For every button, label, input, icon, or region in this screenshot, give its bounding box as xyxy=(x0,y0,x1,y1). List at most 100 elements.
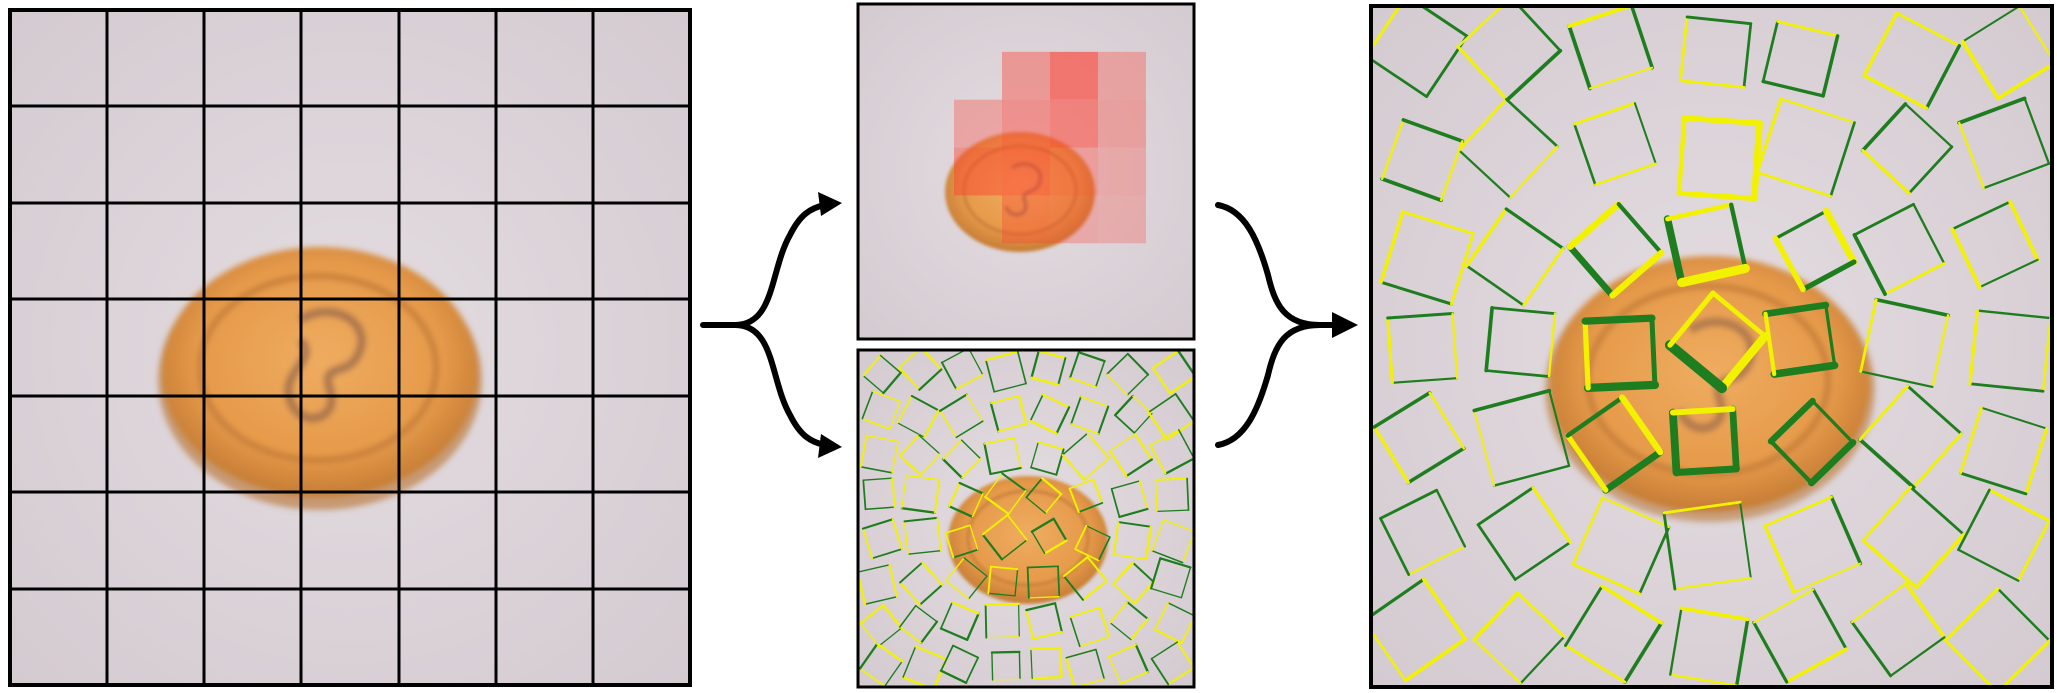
edge-square xyxy=(938,393,984,439)
edge-square xyxy=(1484,305,1557,378)
edge-square xyxy=(1763,495,1863,595)
heat-cell xyxy=(1050,147,1098,196)
input-image-panel xyxy=(8,8,692,687)
edge-square xyxy=(1472,591,1566,685)
edge-square xyxy=(984,472,1027,516)
edge-square xyxy=(1564,584,1664,684)
edge-square xyxy=(1573,101,1657,186)
heat-cell xyxy=(954,99,1002,148)
heat-cells xyxy=(954,51,1146,244)
edge-square xyxy=(1664,290,1770,394)
edge-square xyxy=(990,650,1021,681)
edge-square xyxy=(1106,352,1150,396)
edge-square xyxy=(1852,202,1946,296)
edge-square xyxy=(1761,20,1840,98)
edge-square xyxy=(1062,556,1108,601)
edge-square xyxy=(981,513,1028,561)
edge-square xyxy=(1030,441,1065,476)
edge-square xyxy=(1566,200,1665,299)
edge-square xyxy=(1025,602,1063,640)
edge-square xyxy=(939,644,979,684)
edge-square xyxy=(1662,500,1752,591)
edge-square xyxy=(1113,394,1153,434)
patch-edge-squares xyxy=(858,350,1194,687)
emblem-icon xyxy=(1004,162,1043,217)
edge-square xyxy=(1029,646,1063,680)
edge-square xyxy=(1149,429,1194,475)
edge-square xyxy=(1030,350,1067,387)
edge-square xyxy=(944,524,979,559)
edge-square xyxy=(1107,643,1149,685)
heatmap-panel xyxy=(856,2,1196,341)
edge-square xyxy=(1379,210,1475,306)
heat-cell xyxy=(1098,99,1146,148)
output-panel xyxy=(1369,4,2054,689)
edge-square xyxy=(1112,561,1156,605)
edge-square xyxy=(1752,588,1849,684)
edge-square xyxy=(859,604,903,647)
edge-square xyxy=(1767,397,1857,487)
edge-square xyxy=(1029,393,1071,435)
edge-square xyxy=(984,602,1020,639)
edge-square xyxy=(1150,641,1194,686)
split-arrow xyxy=(700,192,842,458)
edge-square xyxy=(1476,486,1572,581)
edge-square xyxy=(1944,587,2052,687)
edge-square xyxy=(1025,477,1063,514)
edge-square xyxy=(1957,488,2051,583)
edge-square xyxy=(1668,405,1740,477)
edge-square xyxy=(1850,581,1947,678)
edge-square xyxy=(903,516,942,556)
edge-square xyxy=(941,439,982,479)
heat-cell xyxy=(1098,147,1146,196)
edge-square xyxy=(858,642,904,687)
edge-square xyxy=(861,518,903,560)
edge-square xyxy=(945,557,988,600)
edge-square xyxy=(900,474,941,514)
edge-square xyxy=(861,390,901,430)
edge-square xyxy=(1068,478,1104,514)
heat-cell xyxy=(1002,147,1050,196)
edge-square xyxy=(859,434,899,474)
edge-square xyxy=(898,561,944,606)
edge-square xyxy=(1070,395,1110,435)
heat-cell xyxy=(1098,51,1146,100)
edge-square xyxy=(1472,388,1571,487)
edge-square xyxy=(896,394,940,439)
heat-cell xyxy=(1002,195,1050,244)
heatmap-frame xyxy=(856,2,1196,341)
edge-square xyxy=(898,434,941,476)
edge-square xyxy=(1571,496,1671,596)
edge-square xyxy=(1030,517,1068,555)
edge-square xyxy=(1772,207,1858,293)
heat-cell xyxy=(1050,99,1098,148)
edge-square xyxy=(1679,15,1753,89)
input-image-frame xyxy=(8,8,692,687)
edge-square xyxy=(1960,6,2052,101)
edge-square xyxy=(1386,311,1459,385)
edge-square xyxy=(983,436,1022,476)
edge-square xyxy=(1065,648,1106,687)
edge-square xyxy=(1762,301,1839,378)
edge-square xyxy=(1565,394,1664,494)
edge-square xyxy=(1110,480,1149,518)
heat-cell xyxy=(1002,99,1050,148)
coin xyxy=(158,247,482,510)
edge-square xyxy=(1379,488,1467,576)
edge-square xyxy=(898,604,939,645)
heat-cell xyxy=(1050,51,1098,100)
edge-square xyxy=(948,481,985,518)
edge-square xyxy=(1069,606,1111,648)
edge-square xyxy=(1112,521,1152,561)
edge-square xyxy=(1663,202,1750,288)
merge-arrow xyxy=(1215,202,1358,448)
edge-square xyxy=(1372,391,1466,485)
edge-square xyxy=(862,477,896,511)
patch-edges-panel xyxy=(856,348,1196,689)
output-frame xyxy=(1369,4,2054,689)
edge-square xyxy=(987,565,1019,597)
edge-square xyxy=(1957,96,2051,190)
edge-square xyxy=(939,601,980,641)
edge-square xyxy=(1861,485,1966,590)
